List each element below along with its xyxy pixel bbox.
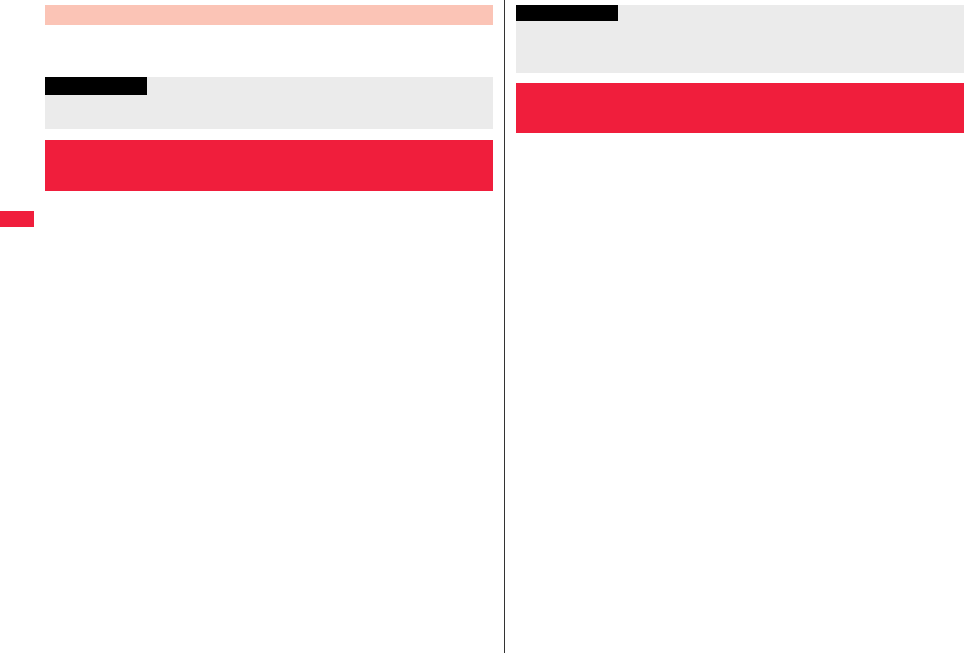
warning-box [45, 140, 493, 191]
warning-box [516, 83, 964, 133]
note-tab [45, 77, 147, 95]
note-tab [516, 5, 618, 21]
section-header-bar [45, 5, 493, 25]
side-index-tab [0, 211, 34, 227]
column-divider [504, 0, 505, 653]
